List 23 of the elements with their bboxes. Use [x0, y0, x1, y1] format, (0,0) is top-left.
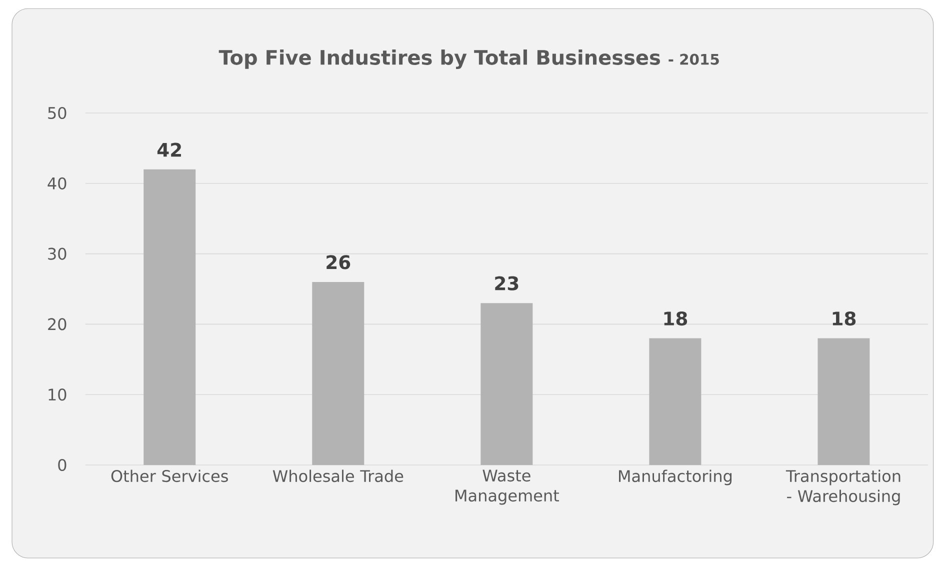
x-tick-label: Transportation - Warehousing	[786, 470, 900, 506]
y-tick-label: 20	[48, 318, 66, 330]
y-tick-label: 40	[48, 177, 66, 190]
x-tick-label: Waste Management	[456, 470, 559, 505]
data-label: 42	[157, 142, 181, 157]
y-tick-label: 50	[48, 106, 66, 120]
data-label: 18	[832, 311, 856, 326]
y-tick-label: 0	[58, 458, 66, 472]
chart-title: Top Five Industires by Total Businesses	[218, 49, 660, 69]
x-tick-label: Manufactoring	[619, 470, 732, 486]
x-tick-label: Other Services	[111, 470, 228, 482]
chart-subtitle: - 2015	[668, 54, 719, 65]
bar	[144, 169, 196, 465]
bar	[818, 338, 870, 465]
bar	[312, 282, 364, 465]
y-tick-label: 30	[48, 248, 66, 260]
data-label: 23	[495, 276, 518, 290]
y-tick-label: 10	[48, 388, 66, 401]
x-tick-label: Wholesale Trade	[272, 470, 404, 482]
data-label: 26	[326, 255, 350, 270]
data-label: 18	[664, 311, 688, 326]
bar	[480, 303, 533, 465]
bar	[649, 338, 702, 465]
